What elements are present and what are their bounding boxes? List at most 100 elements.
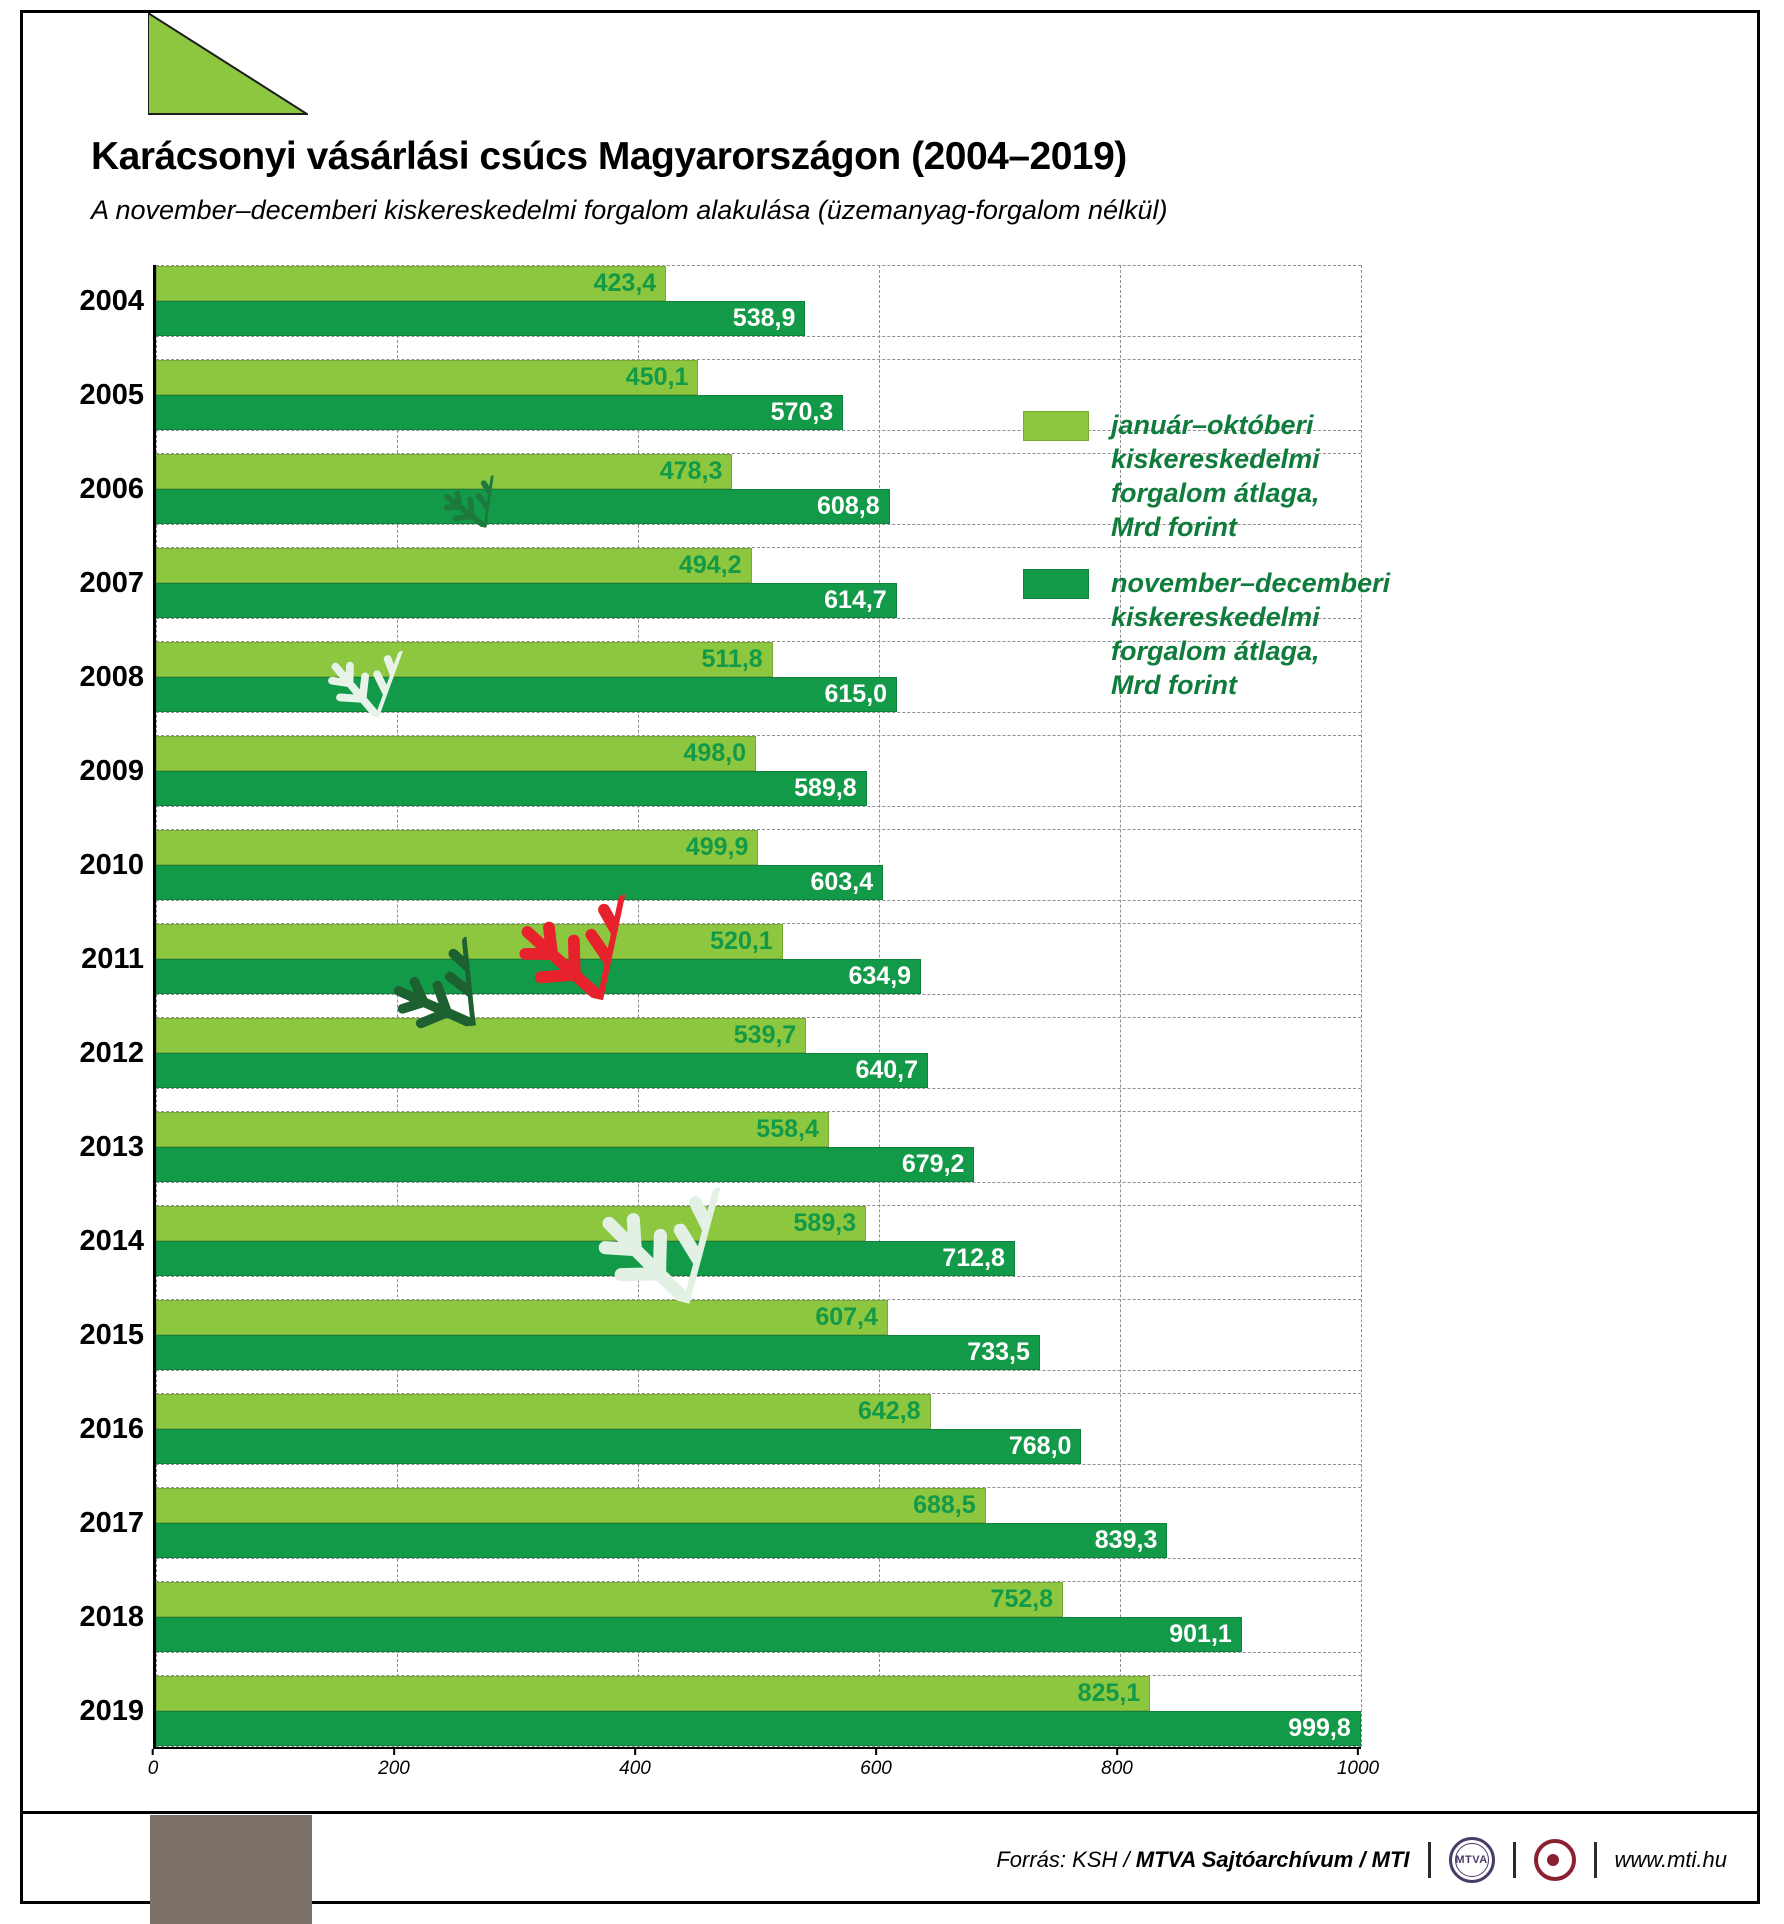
legend-swatch	[1023, 411, 1089, 441]
gridline	[1120, 265, 1121, 1747]
bar-nov-dec: 712,8	[156, 1241, 1015, 1276]
year-label: 2014	[79, 1224, 144, 1257]
bar-jan-oct: 558,4	[156, 1112, 829, 1147]
bar-value-label: 901,1	[1169, 1620, 1232, 1648]
bar-jan-oct: 511,8	[156, 642, 773, 677]
bar-nov-dec: 679,2	[156, 1147, 975, 1182]
year-row: 2009 498,0 589,8	[79, 735, 1361, 807]
year-label: 2004	[79, 284, 144, 317]
bar-value-label: 679,2	[901, 1150, 965, 1178]
bar-value-label: 614,7	[824, 586, 887, 614]
bar-jan-oct: 499,9	[156, 830, 759, 865]
bar-value-label: 450,1	[625, 363, 689, 391]
bar-value-label: 768,0	[1008, 1432, 1072, 1460]
year-label: 2016	[79, 1412, 144, 1445]
bar-value-label: 733,5	[967, 1338, 1030, 1366]
bar-value-label: 589,8	[794, 774, 857, 802]
bar-nov-dec: 640,7	[156, 1053, 929, 1088]
year-label: 2019	[79, 1694, 144, 1727]
bar-nov-dec: 570,3	[156, 395, 844, 430]
year-row: 2016 642,8 768,0	[79, 1393, 1361, 1465]
bar-value-label: 608,8	[817, 492, 880, 520]
year-row: 2008 511,8 615,0	[79, 641, 1361, 713]
source-credit: Forrás: KSH / MTVA Sajtóarchívum / MTI	[996, 1847, 1409, 1873]
bar-jan-oct: 589,3	[156, 1206, 867, 1241]
year-row: 2012 539,7 640,7	[79, 1017, 1361, 1089]
bar-jan-oct: 520,1	[156, 924, 783, 959]
year-row: 2015 607,4 733,5	[79, 1299, 1361, 1371]
source-bold: MTVA Sajtóarchívum / MTI	[1135, 1847, 1410, 1872]
bar-value-label: 642,8	[858, 1397, 921, 1425]
bar-nov-dec: 634,9	[156, 959, 922, 994]
bar-jan-oct: 825,1	[156, 1676, 1151, 1711]
legend-item: november–decemberi kiskereskedelmi forga…	[1023, 566, 1443, 702]
year-label: 2009	[79, 754, 144, 787]
bar-value-label: 688,5	[913, 1491, 976, 1519]
year-label: 2007	[79, 566, 144, 599]
year-label: 2006	[79, 472, 144, 505]
year-label: 2017	[79, 1506, 144, 1539]
bar-jan-oct: 752,8	[156, 1582, 1064, 1617]
gridline	[879, 265, 880, 1747]
axis-tick-label: 200	[378, 1749, 410, 1780]
bar-value-label: 498,0	[683, 739, 747, 767]
gray-corner-box	[150, 1815, 312, 1924]
year-row: 2017 688,5 839,3	[79, 1487, 1361, 1559]
year-row: 2010 499,9 603,4	[79, 829, 1361, 901]
bar-value-label: 494,2	[678, 551, 742, 579]
year-label: 2018	[79, 1600, 144, 1633]
bar-value-label: 558,4	[756, 1115, 819, 1143]
year-label: 2010	[79, 848, 144, 881]
bar-jan-oct: 607,4	[156, 1300, 888, 1335]
bar-value-label: 752,8	[990, 1585, 1054, 1613]
gridline	[156, 265, 157, 1747]
axis-tick-label: 800	[1101, 1749, 1133, 1780]
bar-value-label: 712,8	[942, 1244, 1005, 1272]
bar-value-label: 589,3	[793, 1209, 857, 1237]
bar-value-label: 538,9	[732, 304, 796, 332]
page-title: Karácsonyi vásárlási csúcs Magyarországo…	[91, 135, 1127, 178]
axis-tick-label: 400	[619, 1749, 651, 1780]
year-label: 2011	[81, 942, 144, 975]
bar-nov-dec: 615,0	[156, 677, 898, 712]
bar-value-label: 615,0	[824, 680, 888, 708]
bar-nov-dec: 999,8	[156, 1711, 1361, 1746]
bar-value-label: 825,1	[1077, 1679, 1141, 1707]
footer-separator	[1512, 1842, 1516, 1878]
mtva-logo-icon: MTVA	[1448, 1837, 1495, 1883]
bar-value-label: 570,3	[770, 398, 834, 426]
axis-tick-label: 1000	[1337, 1749, 1379, 1780]
bar-value-label: 607,4	[815, 1303, 878, 1331]
bar-value-label: 520,1	[710, 927, 773, 955]
bar-jan-oct: 423,4	[156, 266, 667, 301]
year-row: 2004 423,4 538,9	[79, 265, 1361, 337]
bar-jan-oct: 498,0	[156, 736, 757, 771]
mti-logo-icon	[1533, 1839, 1576, 1881]
footer-divider	[23, 1811, 1757, 1814]
bar-nov-dec: 603,4	[156, 865, 884, 900]
bar-nov-dec: 538,9	[156, 301, 806, 336]
year-label: 2012	[79, 1036, 144, 1069]
year-row: 2007 494,2 614,7	[79, 547, 1361, 619]
header: Karácsonyi vásárlási csúcs Magyarországo…	[91, 135, 1168, 226]
bar-nov-dec: 614,7	[156, 583, 897, 618]
legend-label: november–decemberi kiskereskedelmi forga…	[1111, 568, 1391, 700]
bar-nov-dec: 589,8	[156, 771, 867, 806]
bar-value-label: 634,9	[848, 962, 912, 990]
year-label: 2013	[79, 1130, 144, 1163]
year-row: 2014 589,3 712,8	[79, 1205, 1361, 1277]
legend-swatch	[1023, 569, 1089, 599]
bar-jan-oct: 494,2	[156, 548, 752, 583]
gridline	[1361, 265, 1362, 1747]
bar-value-label: 839,3	[1094, 1526, 1158, 1554]
year-label: 2008	[79, 660, 144, 693]
bar-value-label: 511,8	[701, 645, 763, 673]
bar-nov-dec: 608,8	[156, 489, 890, 524]
bar-nov-dec: 839,3	[156, 1523, 1168, 1558]
mtva-logo-text: MTVA	[1455, 1854, 1488, 1866]
bar-jan-oct: 688,5	[156, 1488, 986, 1523]
year-row: 2013 558,4 679,2	[79, 1111, 1361, 1183]
year-row: 2019 825,1 999,8	[79, 1675, 1361, 1747]
infographic-frame: Karácsonyi vásárlási csúcs Magyarországo…	[20, 10, 1760, 1904]
year-label: 2005	[79, 378, 144, 411]
